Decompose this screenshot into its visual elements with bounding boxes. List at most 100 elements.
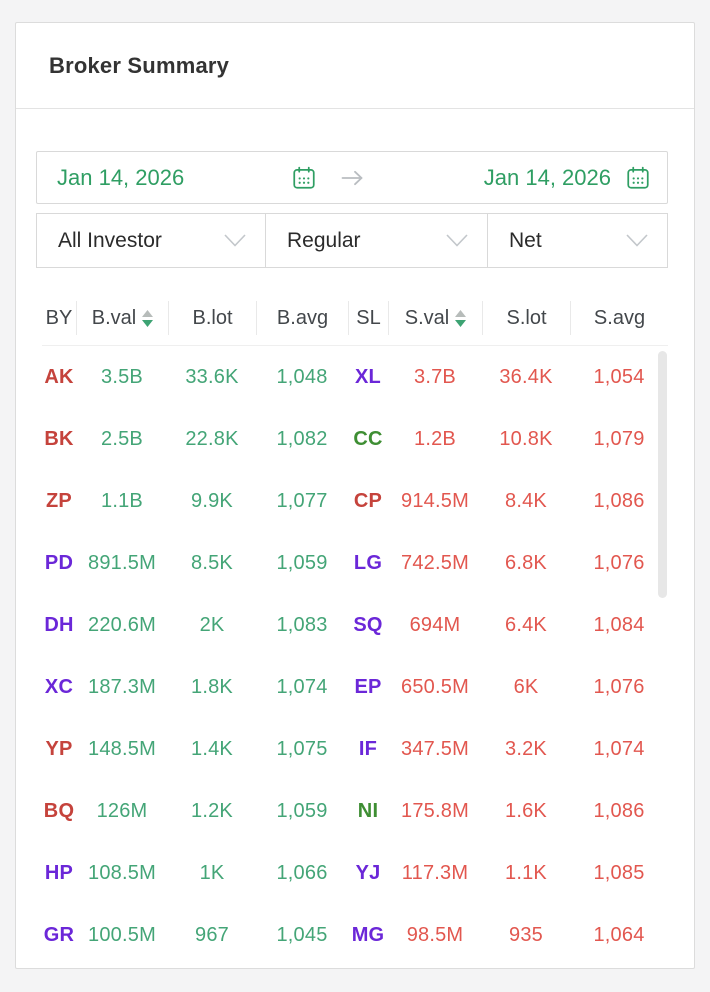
end-date-value: Jan 14, 2026 bbox=[483, 164, 611, 190]
sell-broker-code: NI bbox=[357, 799, 379, 822]
sort-icon[interactable] bbox=[142, 309, 154, 327]
blot-cell: 1.4K bbox=[191, 737, 233, 760]
blot-cell: 2K bbox=[199, 613, 225, 636]
column-label: SL bbox=[356, 306, 381, 329]
filter-dropdown-mode[interactable]: Net bbox=[487, 213, 668, 268]
buy-broker-code: GR bbox=[43, 923, 75, 946]
chevron-down-icon bbox=[224, 234, 246, 247]
bval-cell: 187.3M bbox=[88, 675, 156, 698]
table-row[interactable]: GR 100.5M 967 1,045 MG 98.5M 935 1,064 bbox=[42, 904, 668, 966]
sval-cell: 1.2B bbox=[414, 427, 456, 450]
slot-cell: 36.4K bbox=[499, 365, 553, 388]
blot-cell: 967 bbox=[195, 923, 229, 946]
blot-cell: 33.6K bbox=[185, 365, 239, 388]
sval-cell: 914.5M bbox=[401, 489, 469, 512]
sval-cell: 175.8M bbox=[401, 799, 469, 822]
card-body: Jan 14, 2026 bbox=[16, 109, 694, 966]
sell-broker-code: XL bbox=[355, 365, 381, 388]
table-row[interactable]: PD 891.5M 8.5K 1,059 LG 742.5M 6.8K 1,076 bbox=[42, 532, 668, 594]
sval-cell: 3.7B bbox=[414, 365, 456, 388]
column-header-sl[interactable]: SL bbox=[348, 301, 388, 335]
slot-cell: 8.4K bbox=[505, 489, 547, 512]
sell-broker-code: SQ bbox=[353, 613, 383, 636]
dropdown-value: All Investor bbox=[58, 228, 162, 252]
buy-broker-code: BQ bbox=[43, 799, 75, 822]
sell-broker-code: EP bbox=[354, 675, 382, 698]
scrollbar-thumb[interactable] bbox=[658, 351, 667, 598]
column-label: S.val bbox=[404, 306, 450, 329]
table-row[interactable]: DH 220.6M 2K 1,083 SQ 694M 6.4K 1,084 bbox=[42, 594, 668, 656]
filter-dropdown-investor[interactable]: All Investor bbox=[36, 213, 266, 268]
sort-icon[interactable] bbox=[455, 309, 467, 327]
bval-cell: 220.6M bbox=[88, 613, 156, 636]
bavg-cell: 1,074 bbox=[276, 675, 328, 698]
start-date-field[interactable]: Jan 14, 2026 bbox=[37, 152, 333, 203]
savg-cell: 1,086 bbox=[593, 799, 645, 822]
sval-cell: 694M bbox=[409, 613, 461, 636]
page-title: Broker Summary bbox=[49, 52, 230, 78]
column-header-blot[interactable]: B.lot bbox=[168, 301, 256, 335]
arrow-right-icon bbox=[341, 170, 364, 186]
buy-broker-code: HP bbox=[44, 861, 74, 884]
slot-cell: 935 bbox=[509, 923, 543, 946]
sval-cell: 742.5M bbox=[401, 551, 469, 574]
column-label: B.avg bbox=[276, 306, 329, 329]
column-label: BY bbox=[45, 306, 73, 329]
column-header-bavg[interactable]: B.avg bbox=[256, 301, 348, 335]
date-range-picker: Jan 14, 2026 bbox=[36, 151, 668, 204]
bavg-cell: 1,082 bbox=[276, 427, 328, 450]
slot-cell: 6.8K bbox=[505, 551, 547, 574]
sell-broker-code: CP bbox=[353, 489, 383, 512]
savg-cell: 1,064 bbox=[593, 923, 645, 946]
dropdown-value: Regular bbox=[287, 228, 361, 252]
bval-cell: 148.5M bbox=[88, 737, 156, 760]
broker-summary-card: Broker Summary Jan 14, 2026 bbox=[15, 22, 695, 969]
savg-cell: 1,085 bbox=[593, 861, 645, 884]
bavg-cell: 1,066 bbox=[276, 861, 328, 884]
end-date-field[interactable]: Jan 14, 2026 bbox=[371, 152, 667, 203]
buy-broker-code: YP bbox=[45, 737, 73, 760]
blot-cell: 22.8K bbox=[185, 427, 239, 450]
bavg-cell: 1,059 bbox=[276, 551, 328, 574]
buy-broker-code: AK bbox=[44, 365, 74, 388]
bval-cell: 891.5M bbox=[88, 551, 156, 574]
chevron-down-icon bbox=[626, 234, 648, 247]
column-label: B.lot bbox=[192, 306, 233, 329]
table-row[interactable]: ZP 1.1B 9.9K 1,077 CP 914.5M 8.4K 1,086 bbox=[42, 470, 668, 532]
bval-cell: 1.1B bbox=[101, 489, 143, 512]
buy-broker-code: ZP bbox=[46, 489, 72, 512]
buy-broker-code: XC bbox=[44, 675, 74, 698]
filter-dropdown-board[interactable]: Regular bbox=[265, 213, 488, 268]
savg-cell: 1,079 bbox=[593, 427, 645, 450]
table-row[interactable]: BK 2.5B 22.8K 1,082 CC 1.2B 10.8K 1,079 bbox=[42, 408, 668, 470]
buy-broker-code: DH bbox=[44, 613, 74, 636]
column-header-slot[interactable]: S.lot bbox=[482, 301, 570, 335]
slot-cell: 1.6K bbox=[505, 799, 547, 822]
sval-cell: 117.3M bbox=[401, 861, 469, 884]
bval-cell: 126M bbox=[96, 799, 148, 822]
chevron-down-icon bbox=[446, 234, 468, 247]
table-row[interactable]: AK 3.5B 33.6K 1,048 XL 3.7B 36.4K 1,054 bbox=[42, 346, 668, 408]
sell-broker-code: IF bbox=[358, 737, 378, 760]
sval-cell: 347.5M bbox=[401, 737, 469, 760]
column-label: S.avg bbox=[593, 306, 646, 329]
column-header-bval[interactable]: B.val bbox=[76, 301, 168, 335]
bval-cell: 2.5B bbox=[101, 427, 143, 450]
column-header-sval[interactable]: S.val bbox=[388, 301, 482, 335]
sell-broker-code: CC bbox=[353, 427, 383, 450]
start-date-value: Jan 14, 2026 bbox=[57, 164, 185, 190]
column-header-savg[interactable]: S.avg bbox=[570, 301, 668, 335]
table-row[interactable]: BQ 126M 1.2K 1,059 NI 175.8M 1.6K 1,086 bbox=[42, 780, 668, 842]
calendar-icon bbox=[625, 165, 651, 191]
table-row[interactable]: HP 108.5M 1K 1,066 YJ 117.3M 1.1K 1,085 bbox=[42, 842, 668, 904]
column-label: S.lot bbox=[506, 306, 547, 329]
table-row[interactable]: XC 187.3M 1.8K 1,074 EP 650.5M 6K 1,076 bbox=[42, 656, 668, 718]
blot-cell: 1K bbox=[199, 861, 225, 884]
sell-broker-code: MG bbox=[351, 923, 385, 946]
bavg-cell: 1,083 bbox=[276, 613, 328, 636]
slot-cell: 1.1K bbox=[505, 861, 547, 884]
column-header-by[interactable]: BY bbox=[42, 301, 76, 335]
table-header: BY B.val B.lot B.avg SL bbox=[42, 291, 668, 346]
sell-broker-code: LG bbox=[353, 551, 383, 574]
table-row[interactable]: YP 148.5M 1.4K 1,075 IF 347.5M 3.2K 1,074 bbox=[42, 718, 668, 780]
